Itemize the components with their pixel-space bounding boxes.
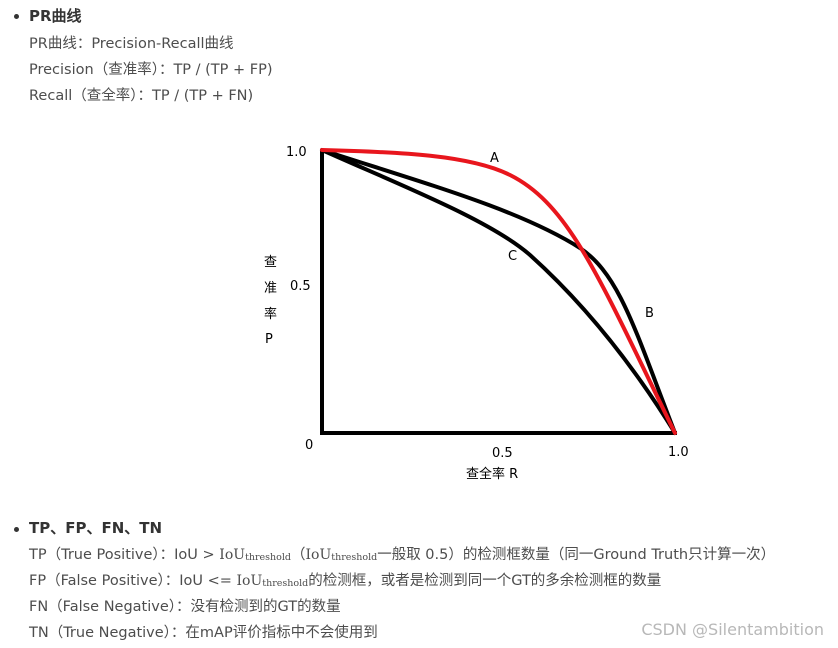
fp-prefix: FP（False Positive）：IoU <= <box>29 573 237 589</box>
curve-b <box>320 148 677 435</box>
fp-definition: FP（False Positive）：IoU <= IoUthreshold的检… <box>29 569 661 590</box>
tp-prefix: TP（True Positive）：IoU > <box>29 547 220 563</box>
section-heading-tp-fp-fn-tn: TP、FP、FN、TN <box>29 519 163 537</box>
fn-definition: FN（False Negative）：没有检测到的GT的数量 <box>29 599 341 615</box>
tp-iou: IoU <box>219 547 246 563</box>
bullet-pr-curve <box>14 14 19 19</box>
tp-suffix: 一般取 0.5）的检测框数量（同一Ground Truth只计算一次） <box>377 547 776 563</box>
tp-iou2-sub: threshold <box>331 552 378 563</box>
curve-label-b: B <box>645 306 654 321</box>
fp-iou-sub: threshold <box>262 578 309 589</box>
ylabel-char-3: 率 <box>264 306 277 322</box>
curve-label-c: C <box>508 249 517 264</box>
tp-iou2: IoU <box>305 547 332 563</box>
tp-mid: （ <box>291 547 306 563</box>
x-tick-0-5: 0.5 <box>492 446 513 461</box>
fp-iou: IoU <box>236 573 263 589</box>
ylabel-char-2: 准 <box>264 281 277 296</box>
bullet-tp-fp-fn-tn <box>14 527 19 532</box>
pr-curve-diagram: 1.0 0.5 0 0.5 1.0 查 准 率 P 查全率 R A B C <box>264 145 689 482</box>
tp-iou-sub: threshold <box>245 552 291 563</box>
origin-label: 0 <box>305 438 313 453</box>
curve-c <box>320 148 677 435</box>
x-tick-1-0: 1.0 <box>668 445 689 460</box>
precision-formula: Precision（查准率）：TP / (TP + FP) <box>29 62 273 78</box>
csdn-watermark: CSDN @Silentambition <box>641 620 824 639</box>
y-tick-0-5: 0.5 <box>290 279 311 294</box>
xlabel: 查全率 R <box>466 466 518 482</box>
tp-definition: TP（True Positive）：IoU > IoUthreshold（IoU… <box>29 543 775 564</box>
y-tick-1-0: 1.0 <box>286 145 307 160</box>
recall-formula: Recall（查全率）：TP / (TP + FN) <box>29 88 254 104</box>
fp-suffix: 的检测框，或者是检测到同一个GT的多余检测框的数量 <box>308 573 662 589</box>
curve-a <box>320 148 677 435</box>
curve-label-a: A <box>490 151 499 166</box>
ylabel-char-1: 查 <box>264 255 277 270</box>
pr-curve-definition: PR曲线：Precision-Recall曲线 <box>29 36 234 52</box>
section-heading-pr-curve: PR曲线 <box>29 7 82 25</box>
tn-definition: TN（True Negative）：在mAP评价指标中不会使用到 <box>29 625 378 641</box>
ylabel-char-4: P <box>265 332 273 347</box>
